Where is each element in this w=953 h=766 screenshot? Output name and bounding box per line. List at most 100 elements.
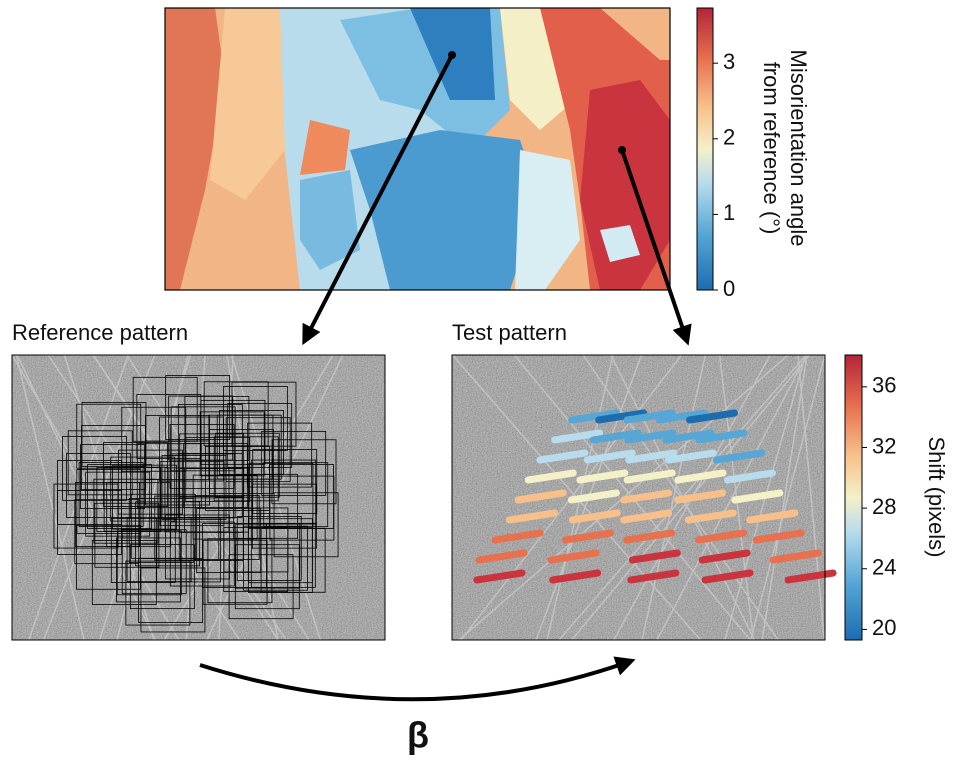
shift-arrow: [684, 509, 737, 524]
subregion: [247, 528, 313, 593]
subregion: [250, 522, 316, 588]
subregion: [225, 417, 291, 483]
band-line: [761, 354, 808, 641]
band-line: [641, 354, 707, 641]
shift-arrow: [674, 489, 727, 504]
subregion: [81, 401, 147, 467]
shift-arrow: [698, 549, 751, 564]
shift-arrow: [731, 489, 784, 504]
subregion: [75, 481, 140, 547]
shift-arrow: [769, 549, 822, 564]
shift-arrow: [583, 449, 636, 464]
shift-arrow: [568, 409, 621, 424]
subregion: [159, 461, 225, 527]
test-pattern: [451, 354, 837, 641]
subregion: [203, 381, 269, 447]
subregion: [93, 478, 159, 544]
tick-label: 0: [723, 276, 735, 301]
transform-label: β: [407, 715, 429, 756]
subregion: [116, 537, 181, 603]
subregion: [140, 567, 206, 633]
band-line: [749, 354, 826, 641]
shift-arrow: [623, 469, 676, 484]
subregion: [161, 455, 227, 520]
subregion: [202, 523, 267, 588]
subregion: [159, 416, 224, 482]
subregion: [269, 475, 335, 541]
subregion: [53, 483, 119, 549]
shift-arrow: [568, 509, 621, 524]
subregion: [263, 462, 329, 528]
shift-arrow: [624, 429, 677, 444]
shift-arrow: [551, 429, 604, 444]
panel-label: Reference pattern: [12, 320, 188, 345]
subregion: [103, 466, 169, 532]
shift-arrow: [547, 549, 600, 564]
subregion: [251, 459, 317, 525]
subregion: [57, 490, 122, 555]
shift-arrow: [491, 529, 544, 544]
subregion: [214, 432, 280, 498]
subregion: [170, 453, 236, 519]
colorbar-label: Misorientation angle: [786, 50, 811, 247]
shift-arrow: [784, 569, 837, 584]
subregion: [76, 403, 142, 469]
band-line: [98, 354, 192, 641]
shift-arrow: [664, 449, 717, 464]
subregion: [126, 517, 192, 583]
subregion: [168, 395, 234, 461]
arrow: [620, 149, 692, 346]
subregion: [96, 467, 162, 532]
tick-label: 3: [723, 49, 735, 74]
tick-label: 1: [723, 200, 735, 225]
orientation-map: [164, 7, 671, 291]
tick-label: 28: [872, 494, 896, 519]
shift-arrow: [656, 409, 709, 424]
shift-arrow: [746, 509, 799, 524]
subregion: [194, 495, 260, 560]
subregion: [228, 554, 294, 620]
tick-label: 2: [723, 125, 735, 150]
shift-arrow: [506, 509, 559, 524]
subregion: [234, 544, 300, 610]
subregion: [66, 453, 131, 518]
subregion: [233, 473, 299, 539]
shift-arrow: [623, 529, 676, 544]
subregion: [227, 402, 293, 468]
tick-label: 36: [872, 373, 896, 398]
colorbar-label: Shift (pixels): [924, 436, 949, 557]
shift-arrow: [562, 529, 615, 544]
shift-arrow: [674, 469, 727, 484]
subregion: [236, 516, 302, 581]
shift-arrow: [662, 429, 715, 444]
colorbar: [696, 7, 714, 291]
subregion: [145, 440, 210, 506]
subregion: [243, 525, 308, 591]
shift-arrow: [536, 449, 589, 464]
shift-arrow: [623, 409, 676, 424]
subregion: [87, 464, 152, 529]
tick-label: 32: [872, 433, 896, 458]
tick-label: 20: [872, 615, 896, 640]
shift-arrow: [625, 449, 678, 464]
colorbar: [844, 354, 863, 641]
subregion: [261, 430, 327, 496]
band-line: [116, 354, 189, 641]
shift-arrow: [627, 569, 680, 584]
subregion: [208, 414, 274, 480]
subregion: [207, 538, 273, 604]
subregion: [164, 467, 230, 533]
shift-arrow: [514, 489, 567, 504]
shift-arrow: [701, 569, 754, 584]
subregion: [121, 529, 187, 595]
shift-arrow: [620, 509, 673, 524]
shift-arrow: [567, 489, 620, 504]
subregion: [91, 540, 157, 605]
shift-arrow: [475, 549, 528, 564]
subregion: [129, 544, 195, 610]
subregion: [169, 424, 235, 489]
band-line: [16, 354, 156, 641]
subregion: [271, 439, 337, 505]
shift-arrow: [620, 489, 673, 504]
